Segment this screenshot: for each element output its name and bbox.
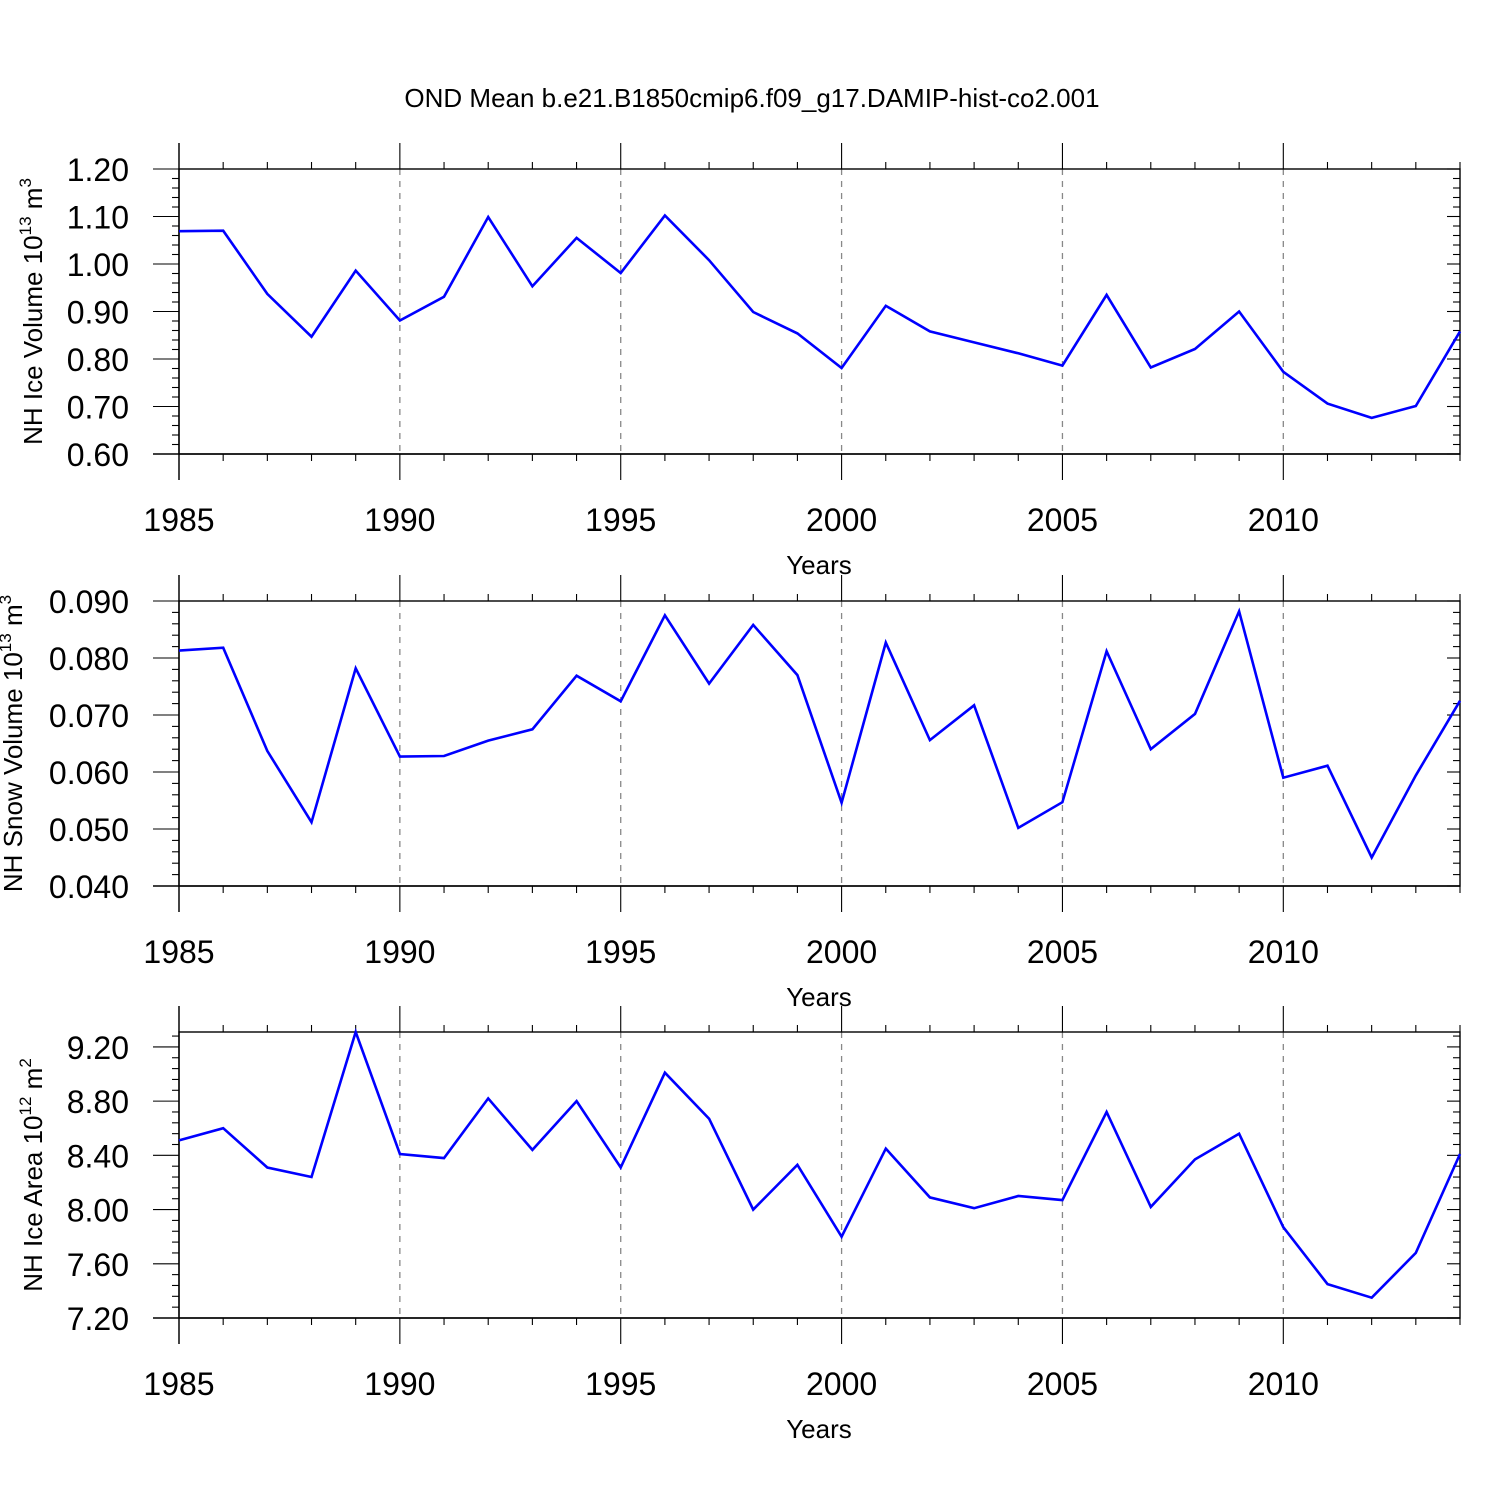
y-axis-label-unit: m	[18, 188, 48, 217]
series-line	[178, 1027, 1462, 1300]
y-tick-label: 9.20	[67, 1030, 129, 1066]
y-axis-label-unit: m	[0, 604, 28, 633]
x-tick-label: 2010	[1248, 1366, 1319, 1402]
y-tick-label: 0.040	[49, 869, 129, 905]
panel-3: 1985 1990 1995 2000 2005 2010 7.20 7.60 8.00 8.40…	[16, 1006, 1462, 1444]
x-tick-label: 2005	[1027, 934, 1098, 970]
y-tick-label: 0.050	[49, 812, 129, 848]
y-tick-label: 0.070	[49, 698, 129, 734]
x-tick-label: 2010	[1248, 934, 1319, 970]
y-axis-label-exponent: 12	[16, 1097, 35, 1116]
panels: 1985 1990 1995 2000 2005 2010 0.60 0.70 0.80 0.90…	[0, 143, 1462, 1444]
x-tick-label: 1995	[585, 934, 656, 970]
y-tick-label: 7.60	[67, 1247, 129, 1283]
y-tick-label: 8.40	[67, 1138, 129, 1174]
y-axis-label-text: NH Snow Volume 10	[0, 652, 28, 892]
x-tick-label: 2005	[1027, 1366, 1098, 1402]
x-tick-label: 1995	[585, 1366, 656, 1402]
x-tick-label: 2000	[806, 502, 877, 538]
y-tick-label: 1.00	[67, 247, 129, 283]
y-tick-label: 0.060	[49, 755, 129, 791]
y-axis-label-unit: m	[18, 1068, 48, 1097]
y-tick-label: 8.80	[67, 1084, 129, 1120]
y-axis-label-exponent: 13	[0, 633, 15, 652]
y-axis-label-unit-exponent: 3	[16, 178, 35, 187]
x-tick-label: 1985	[143, 1366, 214, 1402]
series-line	[178, 213, 1462, 420]
x-tick-label: 1990	[364, 1366, 435, 1402]
y-axis-label-exponent: 13	[16, 216, 35, 235]
x-tick-label: 1985	[143, 934, 214, 970]
y-tick-label: 7.20	[67, 1301, 129, 1337]
y-tick-label: 8.00	[67, 1193, 129, 1229]
panel-2: 1985 1990 1995 2000 2005 2010 0.040 0.050 0.060 0…	[0, 575, 1462, 1012]
x-axis-label: Years	[786, 550, 852, 580]
plot-frame	[178, 600, 1461, 887]
y-tick-label: 0.90	[67, 295, 129, 331]
x-tick-label: 2005	[1027, 502, 1098, 538]
y-tick-label: 0.70	[67, 390, 129, 426]
y-axis-label-unit-exponent: 2	[16, 1058, 35, 1067]
panel-1: 1985 1990 1995 2000 2005 2010 0.60 0.70 0.80 0.90…	[16, 143, 1462, 580]
y-axis-label: NH Ice Area 1012 m2	[16, 1058, 48, 1292]
series-line	[178, 607, 1462, 861]
y-tick-label: 1.10	[67, 200, 129, 236]
y-tick-label: 0.80	[67, 342, 129, 378]
y-axis-label-text: NH Ice Area 10	[18, 1115, 48, 1291]
x-axis-label: Years	[786, 1414, 852, 1444]
y-tick-label: 0.60	[67, 437, 129, 473]
x-tick-label: 1995	[585, 502, 656, 538]
y-axis-label: NH Ice Volume 1013 m3	[16, 178, 48, 445]
x-tick-label: 2000	[806, 934, 877, 970]
x-tick-label: 1990	[364, 934, 435, 970]
y-tick-label: 0.090	[49, 584, 129, 620]
y-tick-label: 0.080	[49, 641, 129, 677]
y-axis-label: NH Snow Volume 1013 m3	[0, 595, 28, 892]
x-tick-label: 2010	[1248, 502, 1319, 538]
figure-title: OND Mean b.e21.B1850cmip6.f09_g17.DAMIP-…	[404, 83, 1099, 113]
y-axis-label-text: NH Ice Volume 10	[18, 235, 48, 445]
x-tick-label: 1985	[143, 502, 214, 538]
plot-frame	[178, 168, 1461, 455]
x-tick-label: 1990	[364, 502, 435, 538]
x-axis-label: Years	[786, 982, 852, 1012]
y-axis-label-unit-exponent: 3	[0, 595, 15, 604]
y-tick-label: 1.20	[67, 152, 129, 188]
x-tick-label: 2000	[806, 1366, 877, 1402]
